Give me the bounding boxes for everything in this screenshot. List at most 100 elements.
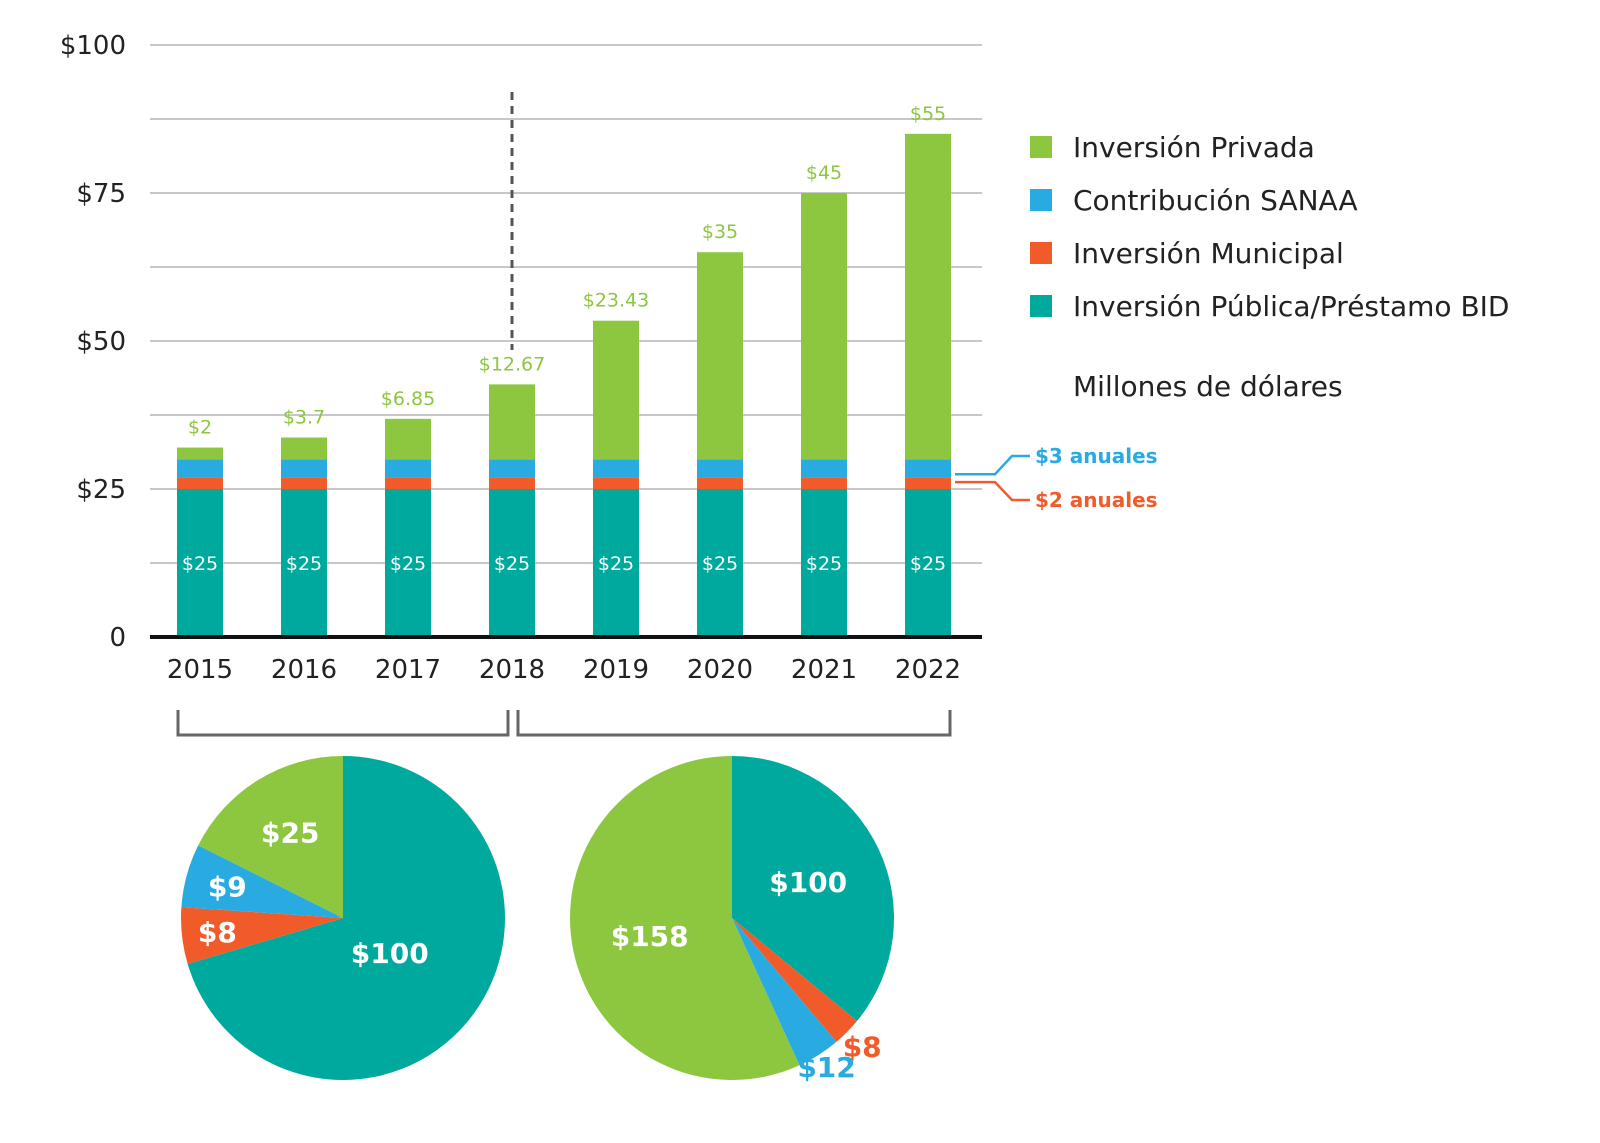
bar-segment (385, 418, 431, 460)
period-brackets (176, 710, 952, 737)
x-tick-label: 2018 (479, 655, 545, 685)
pie-slice-label: $12 (797, 1051, 855, 1084)
annotation-municipal: $2 anuales (1035, 488, 1158, 512)
bracket-first-period (176, 710, 510, 737)
bar-segment (801, 477, 847, 489)
legend-swatch (1030, 189, 1052, 211)
pie-slice-label: $100 (351, 937, 429, 970)
legend-label: Inversión Pública/Préstamo BID (1073, 290, 1510, 323)
bar-series: $25 $2 $25 $3.7 $25 $6.85 $25 $12.67 $25 $23.43 $2… (177, 103, 951, 637)
pie-slice (181, 907, 343, 964)
bar-segment (905, 477, 951, 489)
annual-annotations: $3 anuales $2 anuales (955, 444, 1158, 512)
pie-slice (187, 756, 506, 1080)
legend: Inversión Privada Contribución SANAA Inver… (1030, 131, 1510, 403)
pie-slice-label: $8 (198, 916, 237, 949)
annotation-leader-sanaa (955, 454, 1030, 476)
bar-segment (281, 437, 327, 460)
bar-value-label: $25 (702, 553, 738, 575)
bar-total-label: $12.67 (479, 353, 545, 375)
bar-segment (697, 252, 743, 460)
bar-segment (697, 489, 743, 637)
x-tick-label: 2021 (791, 655, 857, 685)
units-note: Millones de dólares (1073, 370, 1343, 403)
bar-value-label: $25 (494, 553, 530, 575)
bar-total-label: $2 (188, 417, 212, 439)
pie-slice (198, 756, 343, 918)
y-tick-label: 0 (109, 623, 126, 653)
grid-lines (150, 44, 982, 564)
bar-value-label: $25 (182, 553, 218, 575)
bar-segment (489, 489, 535, 637)
y-axis-ticks: 0 $25 $50 $75 $100 (60, 31, 126, 653)
pie-slice-label: $100 (769, 866, 847, 899)
bar-total-label: $23.43 (583, 290, 649, 312)
x-tick-label: 2017 (375, 655, 441, 685)
y-tick-label: $50 (76, 327, 126, 357)
bar-segment (489, 477, 535, 489)
x-tick-label: 2016 (271, 655, 337, 685)
bar-segment (385, 477, 431, 489)
pie-chart-second-period: $100 $8$12 $158 (570, 756, 894, 1084)
y-tick-label: $25 (76, 475, 126, 505)
bar-segment (905, 133, 951, 460)
bar-segment (281, 477, 327, 489)
annotation-leader-municipal (955, 480, 1030, 502)
bar-value-label: $25 (806, 553, 842, 575)
pie-slice (732, 918, 858, 1042)
bar-segment (905, 489, 951, 637)
bar-segment (593, 320, 639, 460)
legend-label: Inversión Municipal (1073, 237, 1344, 270)
bar-segment (177, 447, 223, 460)
legend-swatch (1030, 295, 1052, 317)
bar-segment (593, 477, 639, 489)
bar-segment (177, 477, 223, 489)
bar-segment (177, 459, 223, 478)
y-tick-label: $100 (60, 31, 126, 61)
bar-value-label: $25 (390, 553, 426, 575)
y-tick-label: $75 (76, 179, 126, 209)
bar-segment (905, 459, 951, 478)
pie-slice (570, 756, 800, 1080)
x-axis-ticks: 2015 2016 2017 2018 2019 2020 2021 2022 (167, 655, 961, 685)
bar-segment (801, 193, 847, 460)
pie-slice-label: $25 (261, 817, 319, 850)
bracket-second-period (516, 710, 952, 737)
x-tick-label: 2015 (167, 655, 233, 685)
bar-segment (593, 489, 639, 637)
bar-segment (697, 477, 743, 489)
x-tick-label: 2020 (687, 655, 753, 685)
bar-segment (385, 459, 431, 478)
bar-total-label: $3.7 (283, 406, 325, 428)
annotation-sanaa: $3 anuales (1035, 444, 1158, 468)
pie-slice-label: $158 (611, 920, 689, 953)
bar-total-label: $45 (806, 162, 842, 184)
pie-chart-first-period: $100 $8 $9 $25 (181, 756, 506, 1080)
pie-slice-label: $8 (843, 1031, 882, 1064)
bar-value-label: $25 (286, 553, 322, 575)
bar-segment (489, 384, 535, 460)
bar-segment (177, 489, 223, 637)
bar-value-label: $25 (598, 553, 634, 575)
x-tick-label: 2019 (583, 655, 649, 685)
bar-segment (281, 459, 327, 478)
bar-segment (593, 459, 639, 478)
legend-swatch (1030, 242, 1052, 264)
legend-label: Contribución SANAA (1073, 184, 1358, 217)
bar-total-label: $6.85 (381, 388, 435, 410)
bar-segment (281, 489, 327, 637)
legend-swatch (1030, 136, 1052, 158)
pie-slice-label: $9 (208, 871, 247, 904)
pie-slice (732, 918, 837, 1066)
legend-label: Inversión Privada (1073, 131, 1315, 164)
pie-slice (732, 756, 894, 1022)
bar-value-label: $25 (910, 553, 946, 575)
pie-slice (181, 845, 343, 918)
bar-total-label: $55 (910, 103, 946, 125)
bar-segment (697, 459, 743, 478)
bar-segment (801, 489, 847, 637)
bar-segment (801, 459, 847, 478)
x-tick-label: 2022 (895, 655, 961, 685)
bar-total-label: $35 (702, 221, 738, 243)
